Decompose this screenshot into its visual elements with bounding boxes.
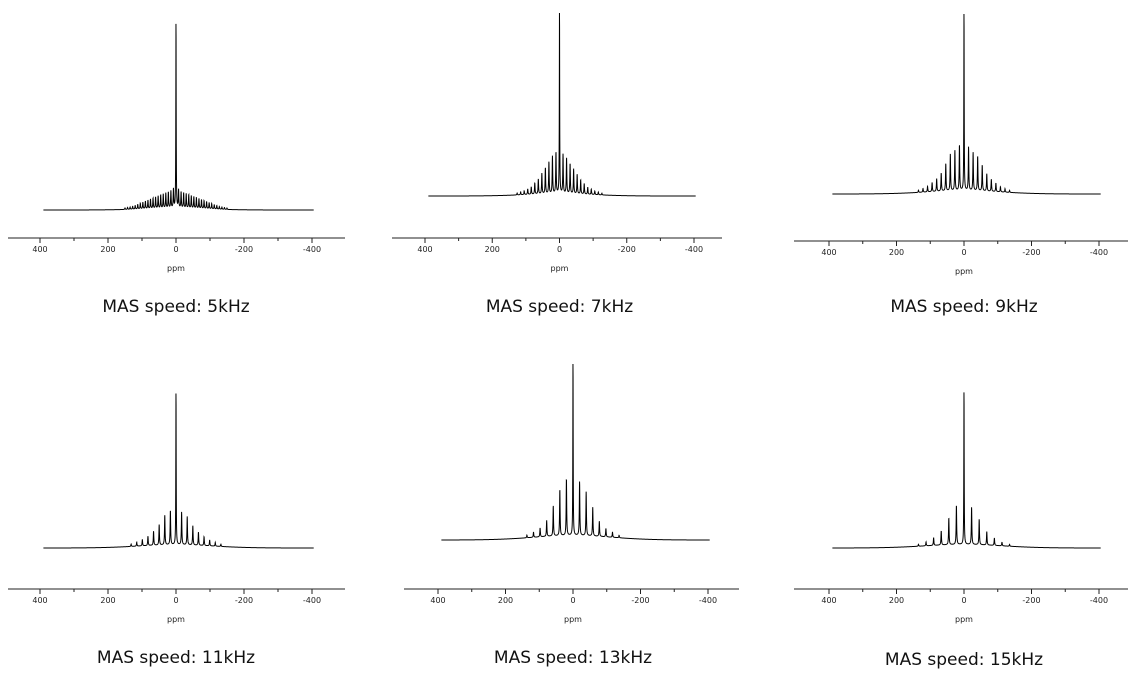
- x-tick-label: -400: [303, 245, 321, 254]
- spectrum-panel-2: 400 200 0 -200 -400 ppm MAS speed: 7kHz: [392, 12, 722, 317]
- x-tick-label: 200: [485, 245, 500, 254]
- x-tick-label: 200: [889, 596, 904, 605]
- x-tick-label: 0: [961, 596, 966, 605]
- x-tick-label: 0: [961, 248, 966, 257]
- spectrum-trace: [43, 23, 314, 211]
- x-tick-label: 200: [100, 596, 115, 605]
- x-tick-label: 200: [498, 596, 513, 605]
- x-tick-label: 400: [430, 596, 445, 605]
- x-tick-label: -200: [235, 596, 253, 605]
- x-tick-label: 0: [570, 596, 575, 605]
- spectrum-panel-6: 400 200 0 -200 -400 ppm MAS speed: 15kHz: [794, 392, 1128, 670]
- x-axis-title: ppm: [167, 615, 185, 624]
- panel-caption: MAS speed: 9kHz: [890, 297, 1037, 317]
- panel-caption: MAS speed: 15kHz: [885, 650, 1043, 670]
- x-axis-title: ppm: [955, 615, 973, 624]
- x-tick-label: 400: [32, 245, 47, 254]
- x-tick-label: -400: [1090, 596, 1108, 605]
- panel-caption: MAS speed: 5kHz: [102, 297, 249, 317]
- x-tick-label: -400: [303, 596, 321, 605]
- panel-caption: MAS speed: 13kHz: [494, 648, 652, 668]
- x-tick-label: 0: [557, 245, 562, 254]
- x-tick-label: 400: [32, 596, 47, 605]
- x-tick-label: -200: [1022, 596, 1040, 605]
- spectrum-trace: [832, 14, 1101, 195]
- spectrum-trace: [832, 392, 1101, 549]
- x-tick-label: 0: [173, 596, 178, 605]
- x-tick-label: -200: [1022, 248, 1040, 257]
- x-tick-label: -400: [699, 596, 717, 605]
- x-tick-label: -200: [618, 245, 636, 254]
- spectrum-trace: [428, 12, 696, 197]
- spectrum-trace: [43, 393, 314, 549]
- panel-caption: MAS speed: 11kHz: [97, 648, 255, 668]
- x-tick-label: 200: [100, 245, 115, 254]
- x-tick-label: -400: [1090, 248, 1108, 257]
- spectrum-panel-1: 400 200 0 -200 -400 ppm MAS speed: 5kHz: [8, 23, 345, 317]
- x-axis-title: ppm: [955, 267, 973, 276]
- x-tick-label: -200: [235, 245, 253, 254]
- x-tick-label: 400: [821, 248, 836, 257]
- x-axis-title: ppm: [167, 264, 185, 273]
- x-tick-label: 200: [889, 248, 904, 257]
- x-tick-label: -400: [685, 245, 703, 254]
- x-axis-title: ppm: [551, 264, 569, 273]
- x-tick-label: 0: [173, 245, 178, 254]
- x-tick-label: 400: [821, 596, 836, 605]
- x-axis-title: ppm: [564, 615, 582, 624]
- x-tick-label: -200: [631, 596, 649, 605]
- x-tick-label: 400: [417, 245, 432, 254]
- spectrum-panel-4: 400 200 0 -200 -400 ppm MAS speed: 11kHz: [8, 393, 345, 668]
- spectrum-panel-5: 400 200 0 -200 -400 ppm MAS speed: 13kHz: [404, 363, 739, 668]
- spectrum-panel-3: 400 200 0 -200 -400 ppm MAS speed: 9kHz: [794, 14, 1128, 317]
- spectrum-trace: [441, 363, 710, 541]
- panel-caption: MAS speed: 7kHz: [486, 297, 633, 317]
